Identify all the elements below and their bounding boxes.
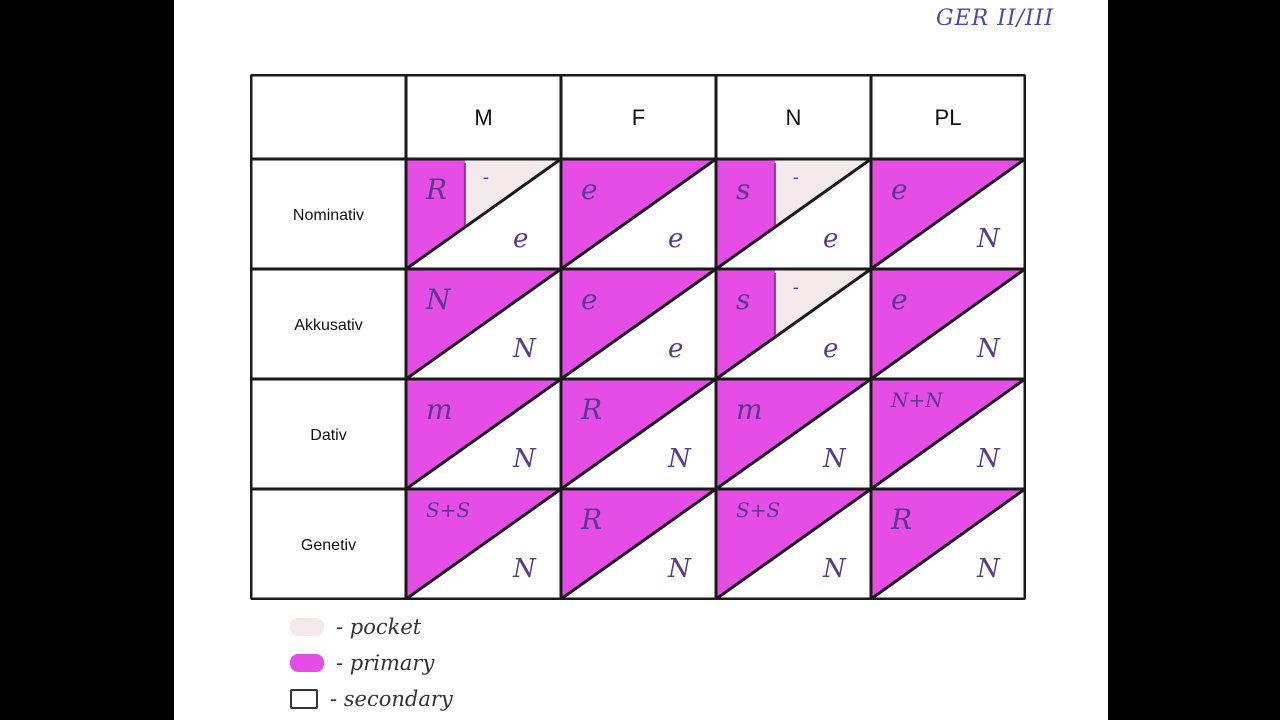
diagonal-nominativ-n: [715, 157, 872, 271]
secondary-ending-akkusativ-n: e: [823, 334, 838, 364]
legend-item-pocket: - pocket: [290, 612, 421, 642]
pocket-mark-akkusativ-n: -: [793, 277, 799, 298]
secondary-ending-dativ-f: N: [667, 444, 692, 474]
pocket-mark-nominativ-n: -: [793, 167, 799, 188]
secondary-ending-genetiv-m: N: [512, 554, 537, 584]
secondary-ending-dativ-m: N: [512, 444, 537, 474]
diagonal-genetiv-pl: [870, 487, 1026, 600]
diagonal-akkusativ-m: [405, 267, 562, 381]
primary-ending-nominativ-m: R: [425, 173, 447, 206]
row-header-akkusativ: Akkusativ: [294, 317, 362, 334]
secondary-ending-nominativ-f: e: [668, 224, 683, 254]
primary-ending-akkusativ-m: N: [425, 283, 452, 316]
secondary-ending-nominativ-n: e: [823, 224, 838, 254]
diagonal-akkusativ-f: [560, 267, 717, 381]
legend-label-secondary: - secondary: [330, 687, 453, 711]
legend-item-primary: - primary: [290, 648, 434, 678]
secondary-ending-akkusativ-f: e: [668, 334, 683, 364]
primary-ending-genetiv-f: R: [580, 503, 602, 536]
primary-ending-akkusativ-n: s: [736, 283, 750, 316]
diagonal-dativ-f: [560, 377, 717, 491]
pocket-mark-nominativ-m: -: [483, 167, 489, 188]
primary-ending-akkusativ-pl: e: [891, 283, 908, 316]
primary-ending-dativ-f: R: [580, 393, 602, 426]
diagonal-akkusativ-pl: [870, 267, 1026, 381]
legend-label-primary: - primary: [336, 651, 435, 675]
secondary-swatch: [290, 689, 318, 709]
primary-ending-nominativ-f: e: [581, 173, 598, 206]
row-header-dativ: Dativ: [310, 427, 346, 444]
primary-ending-dativ-n: m: [736, 393, 763, 426]
secondary-ending-dativ-pl: N: [976, 444, 1001, 474]
primary-ending-akkusativ-f: e: [581, 283, 598, 316]
primary-ending-nominativ-pl: e: [891, 173, 908, 206]
diagonal-akkusativ-n: [715, 267, 872, 381]
diagonal-genetiv-m: [405, 487, 562, 600]
secondary-ending-genetiv-pl: N: [976, 554, 1001, 584]
legend: - pocket - primary - secondary: [290, 612, 550, 720]
primary-ending-genetiv-m: S+S: [426, 498, 470, 522]
secondary-ending-akkusativ-m: N: [512, 334, 537, 364]
diagonal-nominativ-pl: [870, 157, 1026, 271]
secondary-ending-nominativ-pl: N: [976, 224, 1001, 254]
diagonal-genetiv-f: [560, 487, 717, 600]
secondary-ending-akkusativ-pl: N: [976, 334, 1001, 364]
primary-ending-dativ-m: m: [426, 393, 453, 426]
diagonal-dativ-n: [715, 377, 872, 491]
column-header-f: F: [632, 105, 645, 130]
column-header-pl: PL: [935, 105, 962, 130]
secondary-ending-nominativ-m: e: [513, 224, 528, 254]
row-header-nominativ: Nominativ: [293, 207, 364, 224]
legend-label-pocket: - pocket: [336, 615, 422, 639]
diagonal-genetiv-n: [715, 487, 872, 600]
primary-ending-dativ-pl: N+N: [890, 388, 944, 412]
secondary-ending-genetiv-f: N: [667, 554, 692, 584]
course-label: GER II/III: [936, 6, 1055, 31]
declension-table: - Re e e - s e e N N Ne e - s e e Nm N R Nm N N+N N S+S N R N S+S N R…: [250, 74, 1026, 600]
legend-item-secondary: - secondary: [290, 684, 453, 714]
diagonal-dativ-m: [405, 377, 562, 491]
primary-ending-genetiv-n: S+S: [736, 498, 780, 522]
pocket-swatch: [290, 618, 324, 636]
column-header-m: M: [474, 105, 492, 130]
primary-ending-genetiv-pl: R: [890, 503, 912, 536]
secondary-ending-dativ-n: N: [822, 444, 847, 474]
row-header-genetiv: Genetiv: [301, 537, 356, 554]
diagonal-dativ-pl: [870, 377, 1026, 491]
primary-ending-nominativ-n: s: [736, 173, 750, 206]
diagonal-nominativ-f: [560, 157, 717, 271]
diagonal-nominativ-m: [405, 157, 562, 271]
primary-swatch: [290, 654, 324, 672]
secondary-ending-genetiv-n: N: [822, 554, 847, 584]
column-header-n: N: [786, 105, 802, 130]
